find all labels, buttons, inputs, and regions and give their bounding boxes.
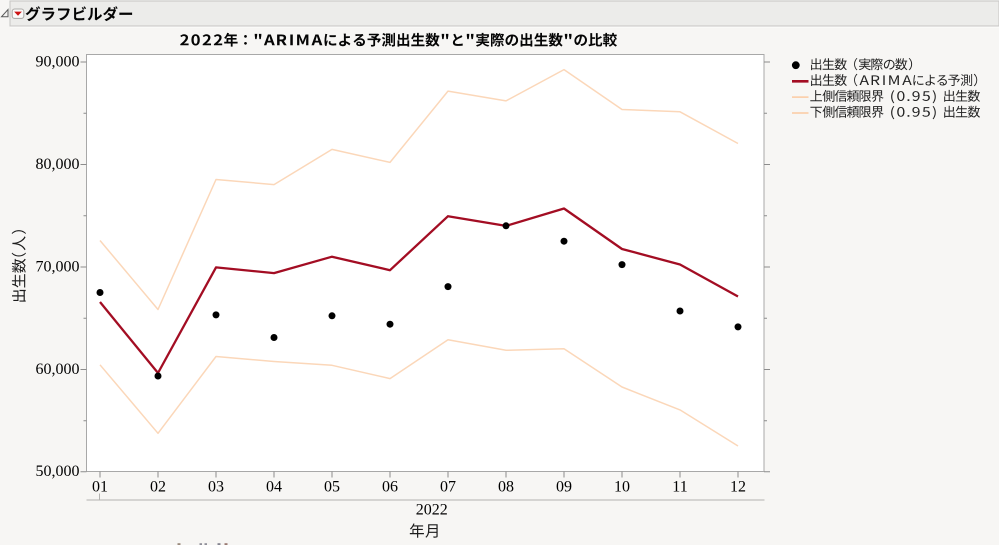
svg-text:01: 01 <box>92 479 108 496</box>
svg-text:60,000: 60,000 <box>36 361 80 378</box>
svg-text:02: 02 <box>150 479 166 496</box>
svg-text:2022: 2022 <box>416 502 448 519</box>
svg-text:70,000: 70,000 <box>36 258 80 275</box>
svg-text:08: 08 <box>498 479 514 496</box>
svg-text:04: 04 <box>266 479 282 496</box>
svg-text:05: 05 <box>324 479 340 496</box>
svg-text:80,000: 80,000 <box>36 156 80 173</box>
svg-text:03: 03 <box>208 479 224 496</box>
svg-text:07: 07 <box>440 479 456 496</box>
svg-text:12: 12 <box>730 479 746 496</box>
svg-text:06: 06 <box>382 479 398 496</box>
svg-text:50,000: 50,000 <box>36 463 80 480</box>
svg-text:90,000: 90,000 <box>36 53 80 70</box>
svg-text:10: 10 <box>614 479 630 496</box>
svg-text:11: 11 <box>672 479 687 496</box>
svg-text:09: 09 <box>556 479 572 496</box>
